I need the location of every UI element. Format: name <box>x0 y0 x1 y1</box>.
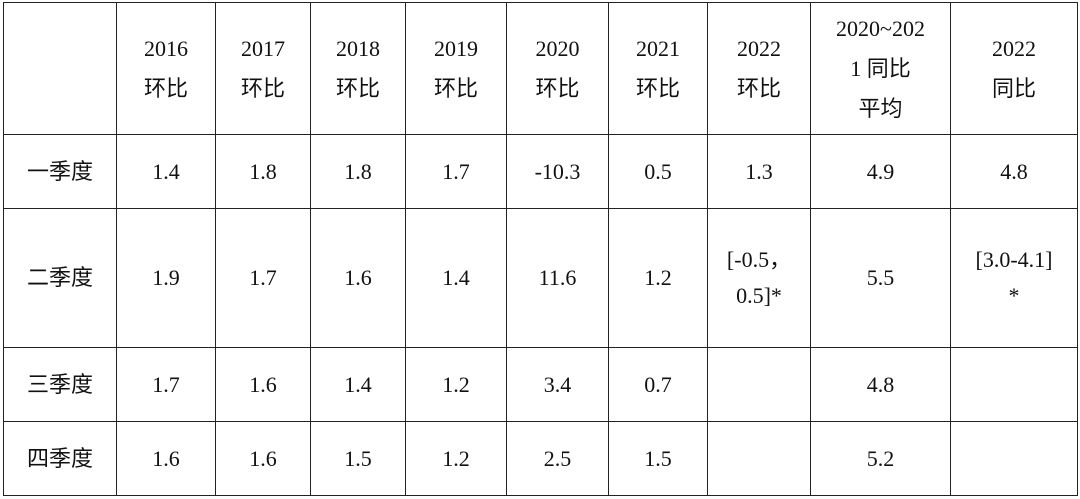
table-cell: 1.2 <box>405 347 507 422</box>
header-2020-2021-yoy-avg: 2020~202 1 同比平均 <box>810 2 951 135</box>
table-cell: 1.4 <box>310 347 406 422</box>
header-line: 2019 <box>434 35 478 61</box>
table-cell: 1.6 <box>116 421 216 496</box>
table-cell: 1.3 <box>707 134 811 209</box>
table-cell: 1.6 <box>310 208 406 348</box>
table-cell: 1.6 <box>215 421 311 496</box>
table-cell: 11.6 <box>506 208 609 348</box>
header-line: 2022 <box>737 35 781 61</box>
table-cell-range: [3.0-4.1] * <box>950 208 1078 348</box>
table-cell <box>950 347 1078 422</box>
data-table: 2016 环比 2017 环比 2018 环比 2019 环比 2020 环比 2021 环… <box>3 2 1078 496</box>
table-cell: 3.4 <box>506 347 609 422</box>
cell-line: 0.5]* <box>736 283 782 308</box>
table-cell: 4.9 <box>810 134 951 209</box>
header-line: 2020~202 <box>836 15 925 41</box>
header-line: 1 同比 <box>850 55 911 81</box>
header-2017-qoq: 2017 环比 <box>215 2 311 135</box>
header-line: 环比 <box>240 75 285 101</box>
table-cell: 4.8 <box>950 134 1078 209</box>
header-line: 环比 <box>433 75 478 101</box>
header-line: 2016 <box>144 35 188 61</box>
row-label: 三季度 <box>3 347 117 422</box>
row-label: 二季度 <box>3 208 117 348</box>
table-row-q1: 一季度 1.4 1.8 1.8 1.7 -10.3 0.5 1.3 4.9 4.… <box>3 134 1078 209</box>
cell-line: * <box>1008 283 1020 308</box>
table-cell: 1.6 <box>215 347 311 422</box>
row-label: 一季度 <box>3 134 117 209</box>
table-row-q4: 四季度 1.6 1.6 1.5 1.2 2.5 1.5 5.2 <box>3 421 1078 496</box>
table-cell: 1.2 <box>608 208 708 348</box>
corner-cell <box>3 2 117 135</box>
table-cell: 1.4 <box>405 208 507 348</box>
header-2019-qoq: 2019 环比 <box>405 2 507 135</box>
header-line: 平均 <box>858 95 903 121</box>
table-cell <box>707 347 811 422</box>
header-line: 2021 <box>636 35 680 61</box>
header-2022-qoq: 2022 环比 <box>707 2 811 135</box>
table-cell <box>950 421 1078 496</box>
header-2016-qoq: 2016 环比 <box>116 2 216 135</box>
table-cell: 0.7 <box>608 347 708 422</box>
row-label: 四季度 <box>3 421 117 496</box>
cell-line: [-0.5， <box>726 247 792 272</box>
table-cell: 2.5 <box>506 421 609 496</box>
table-cell: 5.5 <box>810 208 951 348</box>
table-cell: 5.2 <box>810 421 951 496</box>
table-cell: 1.4 <box>116 134 216 209</box>
header-2020-qoq: 2020 环比 <box>506 2 609 135</box>
header-line: 环比 <box>635 75 680 101</box>
table-cell: 1.9 <box>116 208 216 348</box>
table-cell: 1.7 <box>215 208 311 348</box>
header-row: 2016 环比 2017 环比 2018 环比 2019 环比 2020 环比 2021 环… <box>3 2 1078 135</box>
table-cell: -10.3 <box>506 134 609 209</box>
table-cell: 1.2 <box>405 421 507 496</box>
header-2021-qoq: 2021 环比 <box>608 2 708 135</box>
table-row-q3: 三季度 1.7 1.6 1.4 1.2 3.4 0.7 4.8 <box>3 347 1078 422</box>
table-cell: 1.8 <box>215 134 311 209</box>
table-cell-range: [-0.5， 0.5]* <box>707 208 811 348</box>
header-line: 环比 <box>335 75 380 101</box>
header-line: 环比 <box>736 75 781 101</box>
header-line: 2022 <box>992 35 1036 61</box>
header-2018-qoq: 2018 环比 <box>310 2 406 135</box>
table-cell: 1.7 <box>405 134 507 209</box>
table-cell: 1.8 <box>310 134 406 209</box>
header-line: 环比 <box>143 75 188 101</box>
table-cell: 1.5 <box>608 421 708 496</box>
header-line: 2020 <box>535 35 580 61</box>
header-line: 2017 <box>241 35 285 61</box>
header-line: 2018 <box>336 35 380 61</box>
header-line: 环比 <box>535 75 580 101</box>
table-cell: 0.5 <box>608 134 708 209</box>
header-2022-yoy: 2022 同比 <box>950 2 1078 135</box>
table-cell <box>707 421 811 496</box>
table-row-q2: 二季度 1.9 1.7 1.6 1.4 11.6 1.2 [-0.5， 0.5]*… <box>3 208 1078 348</box>
table-cell: 4.8 <box>810 347 951 422</box>
header-line: 同比 <box>991 75 1036 101</box>
cell-line: [3.0-4.1] <box>975 247 1053 272</box>
table-cell: 1.7 <box>116 347 216 422</box>
table-cell: 1.5 <box>310 421 406 496</box>
